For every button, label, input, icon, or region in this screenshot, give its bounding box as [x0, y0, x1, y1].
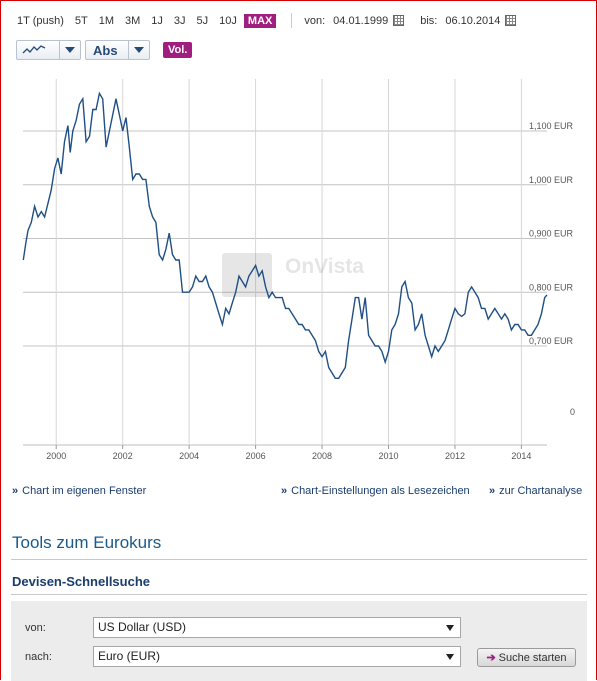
x-tick-label: 2010: [378, 451, 398, 461]
to-currency-label: nach:: [25, 651, 52, 663]
link-bullet: »: [12, 485, 19, 497]
link-own-window-label: Chart im eigenen Fenster: [22, 485, 147, 497]
x-tick-label: 2000: [46, 451, 66, 461]
divider: [11, 594, 587, 595]
period-5j[interactable]: 5J: [196, 14, 209, 27]
tools-heading: Tools zum Eurokurs: [12, 533, 162, 552]
link-bullet: »: [281, 485, 288, 497]
watermark-logo: OnVista: [222, 253, 364, 297]
x-tick-label: 2014: [511, 451, 531, 461]
link-bullet: »: [489, 485, 496, 497]
to-currency-value: Euro (EUR): [98, 649, 161, 663]
y-tick-label: 0,700 EUR: [529, 336, 574, 346]
link-bookmark[interactable]: » Chart-Einstellungen als Lesezeichen: [281, 485, 470, 497]
chart-grid: [23, 79, 547, 449]
arrow-right-icon: ➔: [486, 652, 496, 664]
scale-select[interactable]: Abs: [85, 40, 150, 60]
watermark-text: OnVista: [285, 255, 364, 278]
chart-type-select[interactable]: [16, 40, 81, 60]
currency-search-panel: [11, 601, 587, 681]
search-start-button[interactable]: ➔ Suche starten: [477, 648, 576, 667]
period-1m[interactable]: 1M: [98, 14, 114, 27]
from-currency-label: von:: [25, 622, 46, 634]
calendar-icon[interactable]: [393, 15, 405, 26]
link-bookmark-label: Chart-Einstellungen als Lesezeichen: [291, 485, 470, 497]
to-date-value[interactable]: 06.10.2014: [445, 14, 501, 27]
price-chart: OnVista 0 0,700 EUR 0,800 EUR 0,900 EUR 1,00…: [22, 79, 575, 461]
period-toolbar: 1T (push) 5T 1M 3M 1J 3J 5J 10J MAX von:…: [17, 13, 532, 28]
link-chart-analysis[interactable]: » zur Chartanalyse: [489, 485, 582, 497]
chevron-down-icon: [59, 41, 80, 59]
from-date-label: von:: [304, 14, 326, 27]
volume-toggle-button[interactable]: Vol.: [163, 42, 193, 58]
calendar-icon[interactable]: [505, 15, 517, 26]
currency-search-heading: Devisen-Schnellsuche: [12, 574, 150, 589]
link-own-window[interactable]: » Chart im eigenen Fenster: [12, 485, 146, 497]
period-1t[interactable]: 1T (push): [17, 14, 64, 27]
y-axis-labels: 0 0,700 EUR 0,800 EUR 0,900 EUR 1,000 EUR 1,1…: [529, 121, 575, 417]
chevron-down-icon: [128, 41, 149, 59]
y-tick-label: 0: [570, 407, 575, 417]
divider: [11, 559, 587, 560]
y-tick-label: 1,000 EUR: [529, 175, 574, 185]
x-tick-label: 2002: [113, 451, 133, 461]
period-3m[interactable]: 3M: [125, 14, 141, 27]
y-tick-label: 0,800 EUR: [529, 282, 574, 292]
chevron-down-icon: [446, 654, 454, 660]
x-tick-label: 2006: [246, 451, 266, 461]
from-date-value[interactable]: 04.01.1999: [333, 14, 389, 27]
search-start-label: Suche starten: [498, 651, 567, 664]
y-tick-label: 0,900 EUR: [529, 229, 574, 239]
link-chart-analysis-label: zur Chartanalyse: [499, 485, 583, 497]
period-10j[interactable]: 10J: [219, 14, 237, 27]
period-3j[interactable]: 3J: [173, 14, 186, 27]
period-1j[interactable]: 1J: [151, 14, 163, 27]
x-tick-label: 2004: [179, 451, 199, 461]
watermark-logo-icon: [222, 253, 272, 297]
chevron-down-icon: [446, 625, 454, 631]
line-chart-icon: [22, 45, 46, 54]
toolbar-divider: [291, 13, 293, 28]
to-date-label: bis:: [420, 14, 438, 27]
period-max[interactable]: MAX: [243, 13, 277, 28]
price-line: [22, 91, 548, 379]
from-currency-select[interactable]: US Dollar (USD): [93, 617, 461, 638]
period-5t[interactable]: 5T: [74, 14, 88, 27]
from-currency-value: US Dollar (USD): [98, 620, 187, 634]
y-tick-label: 1,100 EUR: [529, 121, 574, 131]
scale-select-value: Abs: [93, 42, 118, 58]
to-currency-select[interactable]: Euro (EUR): [93, 646, 461, 667]
x-tick-label: 2012: [445, 451, 465, 461]
x-axis-labels: 2000 2002 2004 2006 2008 2010 2012 2014: [46, 451, 531, 461]
x-tick-label: 2008: [312, 451, 332, 461]
